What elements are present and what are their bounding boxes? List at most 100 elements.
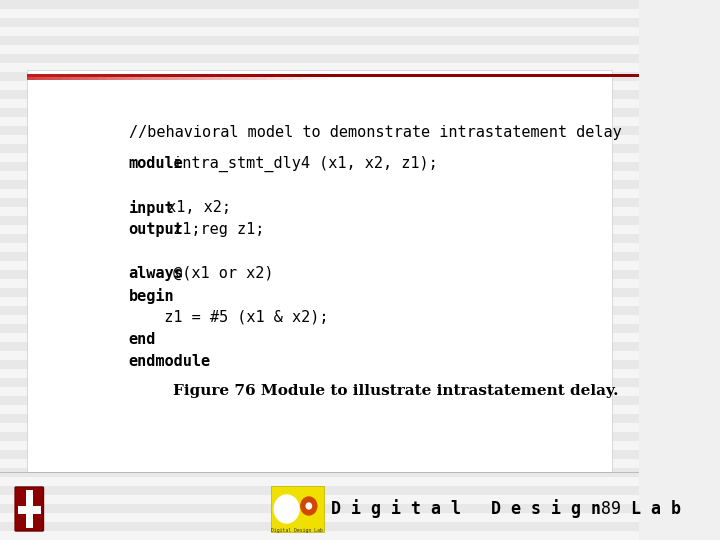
Text: end: end [129,332,156,347]
Bar [230,74,240,80]
Bar [0,495,639,504]
Bar [125,74,133,80]
Bar [151,74,160,80]
Bar [257,74,266,80]
Bar [0,522,639,531]
Bar [0,27,639,36]
Bar [0,531,639,540]
Circle shape [306,503,312,509]
Bar [133,74,142,80]
Bar [0,180,639,189]
Text: module: module [129,156,184,171]
Bar [0,135,639,144]
Bar [27,74,35,80]
Bar [0,162,639,171]
Bar [328,74,337,80]
Bar [0,144,639,153]
Bar [195,74,204,80]
Text: z1 = #5 (x1 & x2);: z1 = #5 (x1 & x2); [146,310,329,325]
Bar [0,63,639,72]
Bar [0,216,639,225]
Bar [0,423,639,432]
Bar [0,126,639,135]
Bar [0,297,639,306]
Bar [0,333,639,342]
Bar [0,504,639,513]
Bar [0,315,639,324]
Bar [275,74,284,80]
Bar [0,288,639,297]
Bar [248,74,257,80]
Bar [0,513,639,522]
Bar [168,74,177,80]
Bar [0,117,639,126]
Bar [0,477,639,486]
Bar [222,74,230,80]
Bar [0,198,639,207]
Bar [53,74,62,80]
Bar [0,324,639,333]
Bar [320,74,328,80]
Bar [0,441,639,450]
Bar [337,74,346,80]
Bar [0,486,639,495]
Bar [0,225,639,234]
Bar [373,74,382,80]
Text: x1, x2;: x1, x2; [158,200,231,215]
FancyBboxPatch shape [15,487,43,531]
Text: intra_stmt_dly4 (x1, x2, z1);: intra_stmt_dly4 (x1, x2, z1); [164,156,438,172]
Bar [0,81,639,90]
Bar [71,74,80,80]
Circle shape [301,497,317,515]
Bar [0,234,639,243]
Bar [0,207,639,216]
Bar [177,74,186,80]
Bar [0,270,639,279]
Bar [0,306,639,315]
Bar [0,396,639,405]
Circle shape [274,495,299,523]
Bar [35,74,45,80]
Bar [80,74,89,80]
Bar [284,74,293,80]
Bar [355,74,364,80]
Text: //behavioral model to demonstrate intrastatement delay: //behavioral model to demonstrate intras… [129,125,621,140]
Bar [26,490,33,528]
Bar [18,506,41,514]
Bar [0,99,639,108]
Text: Figure 76 Module to illustrate intrastatement delay.: Figure 76 Module to illustrate intrastat… [173,384,618,398]
Bar [115,74,125,80]
Bar [27,70,612,472]
Bar [142,74,151,80]
Bar [0,261,639,270]
Text: 89: 89 [601,500,621,518]
Bar [0,36,639,45]
Bar [0,9,639,18]
Bar [98,74,107,80]
Text: @(x1 or x2): @(x1 or x2) [164,266,274,281]
Text: always: always [129,266,184,281]
Bar [0,432,639,441]
Bar [204,74,213,80]
Bar [346,74,355,80]
Bar [364,74,373,80]
Bar [0,72,639,81]
Bar [0,279,639,288]
Bar [0,468,639,477]
Text: Digital Design Lab: Digital Design Lab [271,528,323,533]
Bar [107,74,115,80]
Bar [0,459,639,468]
Text: input: input [129,200,174,216]
Bar [0,387,639,396]
Bar [0,90,639,99]
Bar [0,54,639,63]
Bar [0,369,639,378]
Bar [240,74,248,80]
Bar [0,351,639,360]
Bar [0,0,639,9]
Text: output: output [129,222,184,237]
Bar [0,414,639,423]
Bar [0,243,639,252]
Bar [186,74,195,80]
Bar [0,405,639,414]
